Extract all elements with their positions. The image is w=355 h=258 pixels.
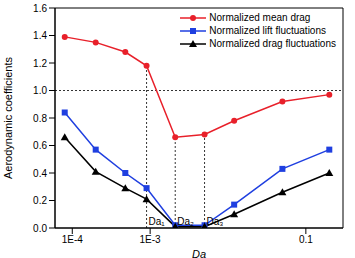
svg-text:Da₁: Da₁	[149, 216, 166, 227]
svg-text:Da₂: Da₂	[177, 216, 194, 227]
svg-text:1E-4: 1E-4	[62, 234, 84, 245]
svg-text:0.8: 0.8	[33, 113, 47, 124]
svg-text:0.0: 0.0	[33, 223, 47, 234]
svg-text:1.2: 1.2	[33, 58, 47, 69]
svg-text:0.4: 0.4	[33, 168, 47, 179]
svg-text:0.6: 0.6	[33, 140, 47, 151]
svg-text:1.6: 1.6	[33, 3, 47, 14]
html-text:Normalized lift fluctuations: Normalized lift fluctuations	[209, 25, 326, 36]
svg-text:1E-3: 1E-3	[140, 234, 162, 245]
html-text:Normalized mean drag: Normalized mean drag	[209, 12, 311, 23]
svg-text:Da₃: Da₃	[207, 216, 224, 227]
html-text:Normalized drag fluctuations: Normalized drag fluctuations	[209, 38, 336, 49]
svg-text:1.4: 1.4	[33, 30, 47, 41]
svg-text:Da: Da	[192, 248, 206, 258]
svg-text:0.1: 0.1	[299, 234, 313, 245]
svg-text:0.2: 0.2	[33, 195, 47, 206]
svg-text:Aerodynamic coefficients: Aerodynamic coefficients	[2, 56, 14, 179]
svg-text:1.0: 1.0	[33, 85, 47, 96]
